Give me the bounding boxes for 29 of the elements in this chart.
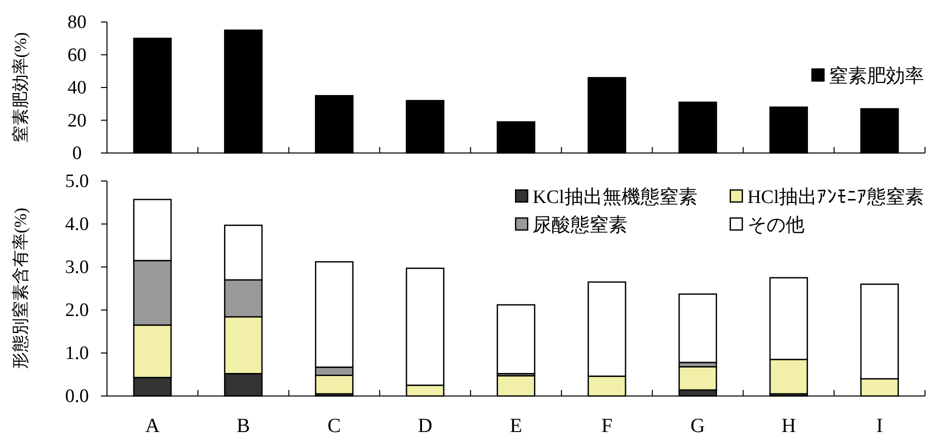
y-axis-title: 窒素肥効率(%) — [11, 32, 30, 143]
y-tick-label: 1.0 — [65, 343, 89, 364]
x-tick-label: C — [328, 415, 341, 437]
y-axis-title: 形態別窒素含有率(%) — [11, 208, 30, 370]
bar — [496, 304, 536, 374]
x-tick-label: F — [601, 415, 612, 437]
y-tick-label: 5.0 — [65, 171, 89, 192]
x-tick-label: E — [510, 415, 522, 437]
y-tick-label: 80 — [68, 12, 86, 33]
y-tick-label: 0.0 — [65, 386, 89, 407]
y-tick-label: 0 — [72, 143, 82, 164]
y-tick-label: 2.0 — [65, 300, 89, 321]
x-tick-label: H — [781, 415, 796, 437]
legend-label: その他 — [747, 215, 804, 236]
legend-label: 窒素肥効率 — [829, 65, 924, 87]
x-tick-label: G — [690, 415, 706, 437]
x-tick-label: I — [876, 415, 883, 437]
y-tick-label: 4.0 — [65, 214, 89, 235]
bar — [678, 293, 718, 364]
legend-label: 尿酸態窒素 — [532, 214, 628, 236]
x-tick-label: A — [145, 415, 160, 437]
y-tick-label: 60 — [68, 44, 86, 66]
y-tick-label: 40 — [68, 78, 86, 98]
legend-label: KCl抽出無機態窒素 — [532, 186, 698, 208]
legend-label: HCl抽出ｱﾝﾓﾆｱ態窒素 — [747, 186, 924, 208]
y-tick-label: 20 — [68, 110, 86, 132]
x-tick-label: D — [418, 415, 432, 437]
y-tick-label: 3.0 — [65, 257, 89, 278]
x-tick-label: B — [236, 415, 250, 437]
